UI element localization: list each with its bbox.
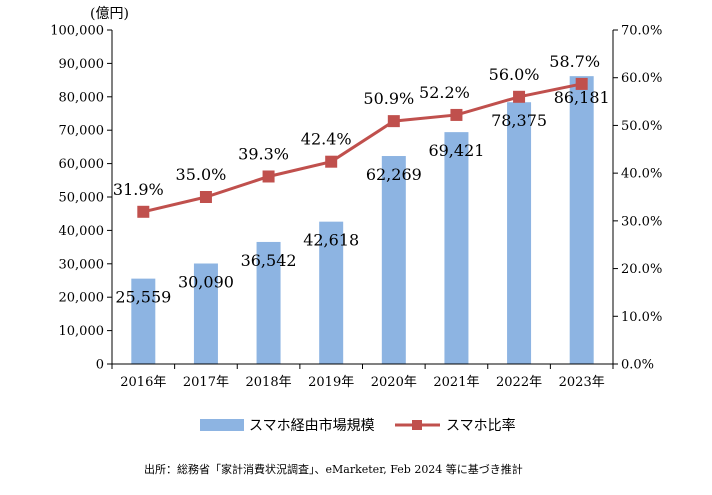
bar-value-label: 30,090 [178,272,234,291]
right-axis-tick-label: 50.0% [621,119,662,134]
ratio-value-label: 42.4% [301,130,352,149]
bar-2021年 [444,132,469,364]
left-axis: 0 10,000 20,000 30,000 40,000 50,000 60,000 70,… [50,24,113,373]
x-axis-tick-label: 2023年 [559,375,605,390]
left-axis-tick-label: 0 [96,358,104,373]
right-axis: 0.0% 10.0% 20.0% 30.0% 40.0% 50.0% 60.0% 70.0% [612,24,662,373]
x-axis-tick-label: 2021年 [433,375,479,390]
bar-2017年 [193,263,218,364]
ratio-value-label: 52.2% [419,83,470,102]
left-axis-tick-label: 30,000 [59,257,105,272]
right-axis-tick-label: 60.0% [621,71,662,86]
ratio-marker-2017年 [199,191,212,203]
ratio-value-label: 56.0% [489,65,540,84]
x-axis-tick-label: 2018年 [246,375,292,390]
ratio-marker-2018年 [262,170,275,183]
ratio-marker-2020年 [387,115,400,128]
bar-2022年 [507,102,532,364]
bar-value-label: 42,618 [303,231,359,250]
ratio-value-label: 58.7% [549,52,600,71]
bar-value-label: 62,269 [366,165,422,184]
line-series [137,77,588,218]
left-axis-tick-label: 80,000 [59,90,105,105]
left-axis-unit: (億円) [90,6,129,22]
bar-2016年 [131,278,156,364]
legend: スマホ経由市場規模 スマホ比率 [200,417,516,434]
ratio-marker-2022年 [513,90,526,103]
bar-value-label: 25,559 [115,288,171,307]
left-axis-tick-label: 20,000 [59,291,105,306]
legend-bar-label: スマホ経由市場規模 [249,417,375,434]
x-axis-tick-label: 2022年 [496,375,542,390]
ratio-marker-2016年 [137,205,150,218]
left-axis-tick-label: 40,000 [59,224,105,239]
data-labels: 25,559 30,090 36,542 42,618 62,269 69,421 78,3… [113,52,610,307]
right-axis-tick-label: 70.0% [621,24,662,39]
right-axis-tick-label: 40.0% [621,167,662,182]
bar-value-label: 36,542 [241,251,297,270]
x-axis-tick-label: 2017年 [183,375,229,390]
bar-2019年 [319,221,344,364]
bar-2023年 [569,76,594,364]
x-axis-tick-label: 2019年 [308,375,354,390]
left-axis-tick-label: 60,000 [59,157,105,172]
right-axis-tick-label: 30.0% [621,214,662,229]
right-axis-tick-label: 20.0% [621,262,662,277]
left-axis-tick-label: 90,000 [59,57,105,72]
ratio-value-label: 31.9% [113,180,164,199]
legend-line-label: スマホ比率 [446,417,516,434]
ratio-marker-2021年 [450,108,463,121]
right-axis-tick-label: 10.0% [621,310,662,325]
left-axis-tick-label: 50,000 [59,191,105,206]
bar-2020年 [381,156,406,364]
x-axis: 2016年 2017年 2018年 2019年 2020年 2021年 2022年 2023年 [111,363,614,390]
ratio-marker-2019年 [325,155,338,168]
ratio-value-label: 39.3% [238,144,289,163]
legend-bar-swatch [200,419,244,431]
bar-2018年 [256,241,281,364]
x-axis-tick-label: 2016年 [120,375,166,390]
legend-line-marker [412,420,422,430]
left-axis-tick-label: 100,000 [50,24,104,39]
ratio-marker-2023年 [575,77,588,90]
source-note: 出所：総務省「家計消費状況調査」、eMarketer, Feb 2024 等に基… [144,462,523,476]
ratio-value-label: 50.9% [363,89,414,108]
bar-value-label: 86,181 [554,88,610,107]
x-axis-tick-label: 2020年 [371,375,417,390]
bar-value-label: 69,421 [428,141,484,160]
right-axis-tick-label: 0.0% [621,358,654,373]
ratio-value-label: 35.0% [176,165,227,184]
bar-series [131,76,594,364]
left-axis-tick-label: 10,000 [59,324,105,339]
left-axis-tick-label: 70,000 [59,124,105,139]
ratio-line [142,82,582,214]
bar-value-label: 78,375 [491,111,547,130]
